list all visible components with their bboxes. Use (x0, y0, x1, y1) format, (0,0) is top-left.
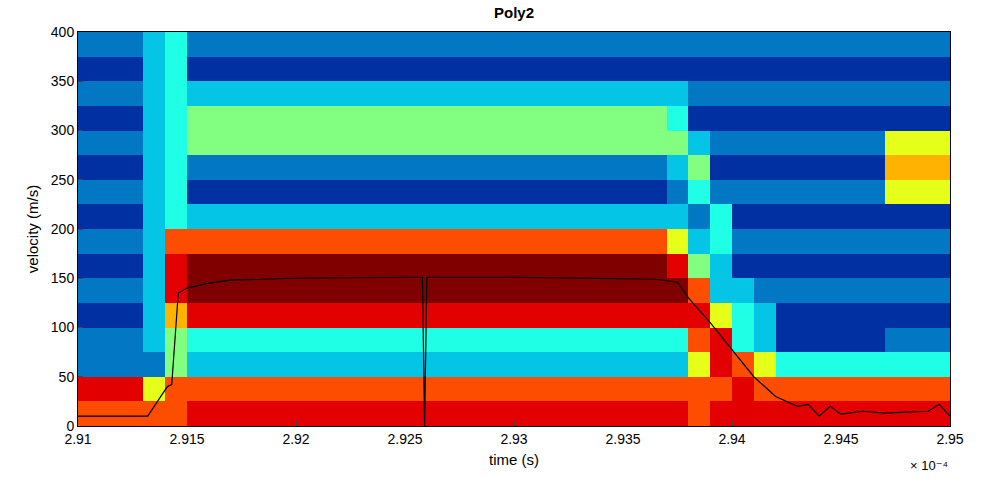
svg-text:2.945: 2.945 (823, 431, 858, 447)
svg-text:2.935: 2.935 (605, 431, 640, 447)
svg-text:50: 50 (59, 369, 75, 385)
svg-text:2.94: 2.94 (718, 431, 745, 447)
svg-text:200: 200 (51, 221, 75, 237)
svg-text:2.91: 2.91 (64, 431, 91, 447)
svg-text:time (s): time (s) (489, 451, 539, 468)
svg-text:2.925: 2.925 (387, 431, 422, 447)
svg-text:2.915: 2.915 (169, 431, 204, 447)
svg-text:150: 150 (51, 270, 75, 286)
svg-text:× 10⁻⁴: × 10⁻⁴ (910, 458, 948, 473)
svg-text:velocity (m/s): velocity (m/s) (24, 185, 41, 273)
svg-text:2.95: 2.95 (936, 431, 963, 447)
svg-text:350: 350 (51, 73, 75, 89)
svg-text:100: 100 (51, 319, 75, 335)
svg-text:400: 400 (51, 24, 75, 40)
svg-text:300: 300 (51, 122, 75, 138)
svg-text:2.93: 2.93 (500, 431, 527, 447)
svg-text:2.92: 2.92 (282, 431, 309, 447)
svg-text:0: 0 (66, 418, 74, 434)
svg-text:Poly2: Poly2 (494, 4, 534, 21)
svg-text:250: 250 (51, 172, 75, 188)
